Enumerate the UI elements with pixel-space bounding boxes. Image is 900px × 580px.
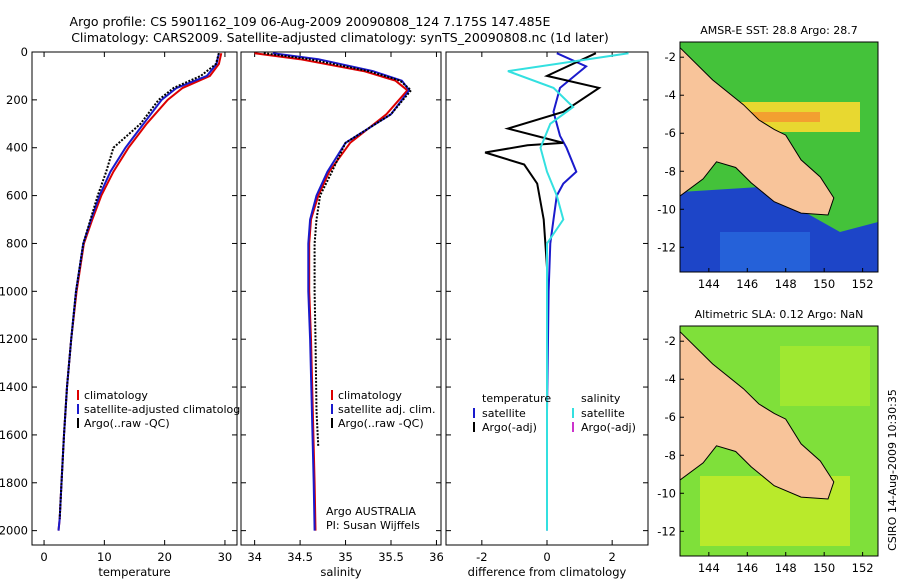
y-tick-label: 1400 [0,380,28,394]
land-mass [679,330,835,500]
temperature-panel: 0 10 20 30 temperature 0 200 400 600 800 1000 1200 1… [0,45,247,579]
map-y-tick-label: -12 [657,524,676,538]
map-x-tick-label: 144 [698,277,720,291]
legend-label: Argo(..raw -QC) [338,417,424,430]
x-tick-label: 34.5 [287,550,313,564]
legend-label: climatology [338,389,402,402]
x-tick-label: 0 [40,550,47,564]
legend-label: satellite-adjusted climatology [84,403,247,416]
x-tick-label: 30 [218,550,233,564]
map-y-tick-label: -2 [665,50,676,64]
legend-label: climatology [84,389,148,402]
y-tick-label: 2000 [0,524,28,538]
map-panels: AMSR-E SST: 28.8 Argo: 28.7 144 146 148 150 1… [657,24,879,575]
y-tick-label: 800 [6,236,28,250]
y-tick-label: 400 [6,141,28,155]
y-tick-label: 1800 [0,476,28,490]
annotation-text: Argo AUSTRALIA [326,505,416,518]
map-y-tick-label: -12 [657,240,676,254]
map-title: Altimetric SLA: 0.12 Argo: NaN [695,308,864,321]
figure-title-line1: Argo profile: CS 5901162_109 06-Aug-2009… [70,14,551,29]
map-y-tick-label: -4 [665,88,676,102]
x-axis-label: temperature [98,565,170,579]
legend-label: Argo(-adj) [581,421,636,434]
y-tick-label: 600 [6,189,28,203]
legend-label: satellite adj. clim. [338,403,435,416]
salinity-series-line [263,52,413,447]
sst-map: AMSR-E SST: 28.8 Argo: 28.7 144 146 148 150 1… [657,24,879,291]
legend-label: Argo(..raw -QC) [84,417,170,430]
x-tick-label: 10 [97,550,112,564]
y-tick-label: 1200 [0,332,28,346]
x-tick-label: 0 [543,550,550,564]
map-x-tick-label: 150 [813,561,835,575]
land-mass [679,46,835,216]
x-tick-label: 20 [157,550,172,564]
map-frame [679,41,879,273]
legend-label: satellite [581,407,625,420]
y-tick-label: 1600 [0,428,28,442]
map-y-tick-label: -10 [657,202,676,216]
x-tick-label: -2 [476,550,487,564]
map-x-tick-label: 150 [813,277,835,291]
x-tick-label: 35 [338,550,353,564]
temperature-series-line [58,52,220,519]
hot-patch [750,112,820,122]
figure-title-line2: Climatology: CARS2009. Satellite-adjuste… [71,30,609,45]
y-tick-label: 0 [21,45,28,59]
legend-group-title: salinity [581,392,621,405]
map-y-tick-label: -8 [665,164,676,178]
map-y-tick-label: -2 [665,334,676,348]
legend-group-title: temperature [482,392,551,405]
legend-label: Argo(-adj) [482,421,537,434]
salinity-series-line [272,52,411,531]
salinity-axes-box [240,51,442,546]
cool-patch [720,232,810,272]
x-tick-label: 36 [429,550,444,564]
y-tick-label: 1000 [0,284,28,298]
map-title: AMSR-E SST: 28.8 Argo: 28.7 [700,24,858,37]
annotation-text: PI: Susan Wijffels [326,519,420,532]
x-axis-label: salinity [320,565,361,579]
sla-map: Altimetric SLA: 0.12 Argo: NaN 144 146 148 1… [657,308,879,575]
profile-panels: 0 10 20 30temperature0200400600800100012001… [0,45,649,579]
legend-label: satellite [482,407,526,420]
map-y-tick-label: -6 [665,126,676,140]
map-x-tick-label: 152 [852,277,874,291]
map-x-tick-label: 148 [775,561,797,575]
map-x-tick-label: 146 [736,277,758,291]
map-frame [679,325,879,557]
map-y-tick-label: -6 [665,410,676,424]
timestamp-label: CSIRO 14-Aug-2009 10:30:35 [886,389,899,551]
map-y-tick-label: -4 [665,372,676,386]
map-y-tick-label: -8 [665,448,676,462]
map-x-tick-label: 146 [736,561,758,575]
salinity-panel: 34 34.5 35 35.5 36 salinity climatologysatelli… [240,51,444,579]
map-y-tick-label: -10 [657,486,676,500]
x-axis-label: difference from climatology [468,565,627,579]
map-x-tick-label: 148 [775,277,797,291]
x-tick-label: 35.5 [378,550,404,564]
sla-patch [780,346,870,406]
y-tick-label: 200 [6,93,28,107]
map-x-tick-label: 144 [698,561,720,575]
x-tick-label: 34 [247,550,262,564]
map-x-tick-label: 152 [852,561,874,575]
x-tick-label: 2 [608,550,615,564]
difference-series-line [507,52,629,531]
